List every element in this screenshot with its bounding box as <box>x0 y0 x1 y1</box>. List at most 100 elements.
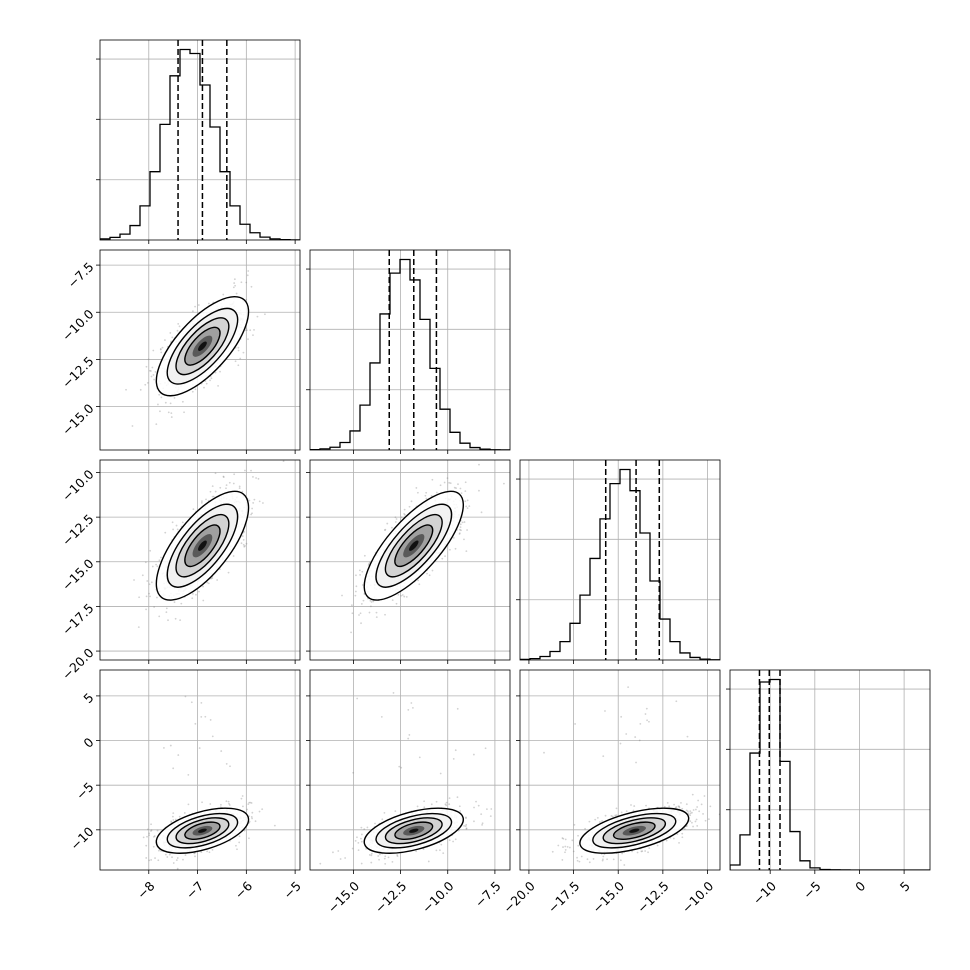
sample-point <box>395 518 398 520</box>
sample-point <box>604 814 607 817</box>
tick-label-y: 5 <box>80 690 96 706</box>
sample-point <box>150 830 152 832</box>
sample-point <box>149 549 152 552</box>
sample-point <box>250 815 253 818</box>
sample-point <box>150 859 153 861</box>
sample-point <box>152 835 155 838</box>
sample-point <box>460 529 462 532</box>
sample-point <box>153 606 156 608</box>
sample-point <box>148 834 151 837</box>
hist-panel-2 <box>516 459 721 664</box>
sample-point <box>211 485 214 488</box>
sample-point <box>356 836 358 839</box>
sample-point <box>191 390 194 393</box>
sample-point <box>368 561 371 564</box>
sample-point <box>247 803 250 806</box>
sample-point <box>148 583 151 586</box>
sample-point <box>187 773 190 776</box>
sample-point <box>194 388 197 391</box>
sample-point <box>148 832 151 835</box>
sample-point <box>194 305 196 308</box>
sample-point <box>170 416 173 418</box>
sample-point <box>156 596 158 599</box>
sample-point <box>362 599 365 602</box>
sample-point <box>586 858 589 861</box>
sample-point <box>198 590 200 593</box>
sample-point <box>456 796 459 799</box>
sample-point <box>255 477 257 479</box>
sample-point <box>211 495 214 498</box>
sample-point <box>254 820 257 823</box>
sample-point <box>370 852 373 855</box>
sample-point <box>448 839 451 842</box>
sample-point <box>171 521 174 524</box>
sample-point <box>184 695 187 698</box>
sample-point <box>146 580 149 582</box>
sample-point <box>468 505 471 507</box>
sample-point <box>473 806 475 809</box>
sample-point <box>442 852 445 855</box>
sample-point <box>358 569 361 572</box>
sample-point <box>232 482 235 485</box>
sample-point <box>214 490 217 493</box>
sample-point <box>205 382 208 385</box>
panel-frame <box>519 459 721 661</box>
sample-point <box>154 371 157 373</box>
sample-point <box>146 381 149 384</box>
sample-point <box>158 559 161 562</box>
sample-point <box>430 495 433 497</box>
sample-point <box>383 529 386 532</box>
sample-point <box>363 828 366 831</box>
sample-point <box>228 481 231 484</box>
sample-point <box>171 336 174 339</box>
sample-point <box>444 555 446 557</box>
tick-label-y: −10 <box>67 824 96 853</box>
sample-point <box>251 512 253 515</box>
panel-frame <box>99 249 301 451</box>
sample-point <box>183 812 186 814</box>
tick-label-x: −12.5 <box>372 878 410 916</box>
sample-point <box>209 379 211 382</box>
sample-point <box>192 508 195 511</box>
sample-point <box>368 854 371 856</box>
sample-point <box>149 595 151 598</box>
sample-point <box>245 298 248 301</box>
sample-point <box>448 803 451 806</box>
sample-point <box>180 602 183 605</box>
sample-point <box>251 811 254 814</box>
sample-point <box>158 615 161 618</box>
sample-point <box>369 605 372 608</box>
sample-point <box>435 800 438 803</box>
sample-point <box>225 487 227 490</box>
sample-point <box>418 583 421 586</box>
sample-point <box>459 487 462 490</box>
sample-point <box>375 611 378 614</box>
sample-point <box>481 823 483 826</box>
sample-point <box>148 859 151 862</box>
sample-point <box>210 577 213 580</box>
sample-point <box>360 622 362 625</box>
sample-point <box>360 837 362 840</box>
histogram-step <box>100 48 300 240</box>
sample-point <box>205 498 207 501</box>
sample-point <box>446 477 449 480</box>
sample-point <box>248 837 250 840</box>
sample-point <box>445 804 448 807</box>
sample-point <box>707 818 710 821</box>
sample-point <box>466 499 469 502</box>
density-contours <box>155 807 250 854</box>
sample-point <box>158 393 161 396</box>
sample-point <box>258 810 261 813</box>
sample-point <box>384 613 386 616</box>
sample-point <box>155 563 157 566</box>
sample-point <box>357 849 360 852</box>
sample-point <box>191 592 194 595</box>
sample-point <box>233 282 236 284</box>
sample-point <box>246 808 249 811</box>
sample-point <box>454 749 457 752</box>
panel-frame <box>309 249 511 451</box>
sample-point <box>480 813 483 816</box>
sample-point <box>165 611 168 614</box>
contour-level <box>198 828 207 833</box>
sample-point <box>465 505 468 508</box>
